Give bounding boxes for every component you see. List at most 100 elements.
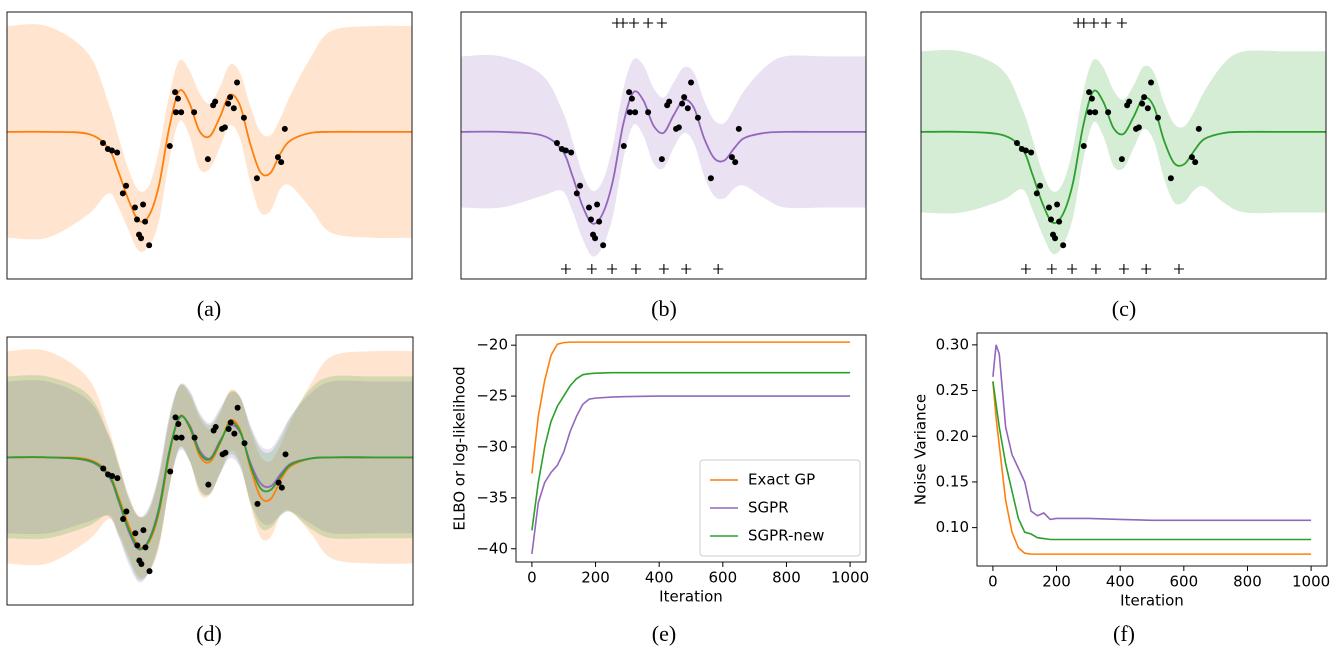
data-point (212, 424, 219, 431)
x-tick-label: 1000 (831, 569, 869, 587)
data-point (1118, 156, 1125, 163)
y-axis-label: Noise Variance (912, 394, 930, 505)
data-point (178, 434, 185, 441)
plot-frame (460, 11, 867, 280)
y-tick-label: −20 (476, 336, 508, 354)
confidence-band (461, 54, 866, 257)
panel-caption: (d) (196, 621, 222, 646)
series-line (531, 395, 851, 554)
data-point (1054, 201, 1061, 208)
y-tick-label: −25 (476, 387, 508, 405)
data-point (167, 468, 174, 475)
inducing-point (560, 264, 571, 274)
data-point (234, 79, 241, 86)
data-point (626, 89, 633, 96)
x-axis-label: Iteration (1120, 592, 1184, 610)
plot-frame (920, 11, 1327, 280)
data-point (1135, 124, 1142, 131)
data-point (222, 449, 229, 456)
data-point (1048, 216, 1055, 223)
confidence-band (921, 49, 1326, 255)
inducing-point (1090, 264, 1101, 274)
data-point (1105, 109, 1112, 116)
data-point (275, 479, 282, 486)
data-point (140, 201, 147, 208)
inducing-point (1078, 18, 1089, 28)
data-point (1022, 147, 1029, 154)
data-point (108, 147, 115, 154)
y-axis-label: ELBO or log-likelihood (451, 366, 469, 530)
inducing-point (656, 18, 667, 28)
data-point (658, 156, 665, 163)
data-point (1060, 242, 1067, 249)
x-tick-label: 200 (581, 569, 610, 587)
data-point (178, 109, 185, 116)
confidence-band (7, 380, 413, 583)
inducing-point (1067, 264, 1078, 274)
data-point (1167, 175, 1174, 182)
data-point (172, 109, 179, 116)
inducing-point (658, 264, 669, 274)
x-axis-label: Iteration (659, 588, 723, 606)
y-tick-label: −40 (476, 539, 508, 557)
data-point (1045, 204, 1052, 211)
x-tick-label: 200 (1042, 573, 1071, 591)
legend-box (699, 459, 861, 557)
data-point (681, 94, 688, 101)
mean-line (7, 414, 413, 550)
x-tick-label: 600 (708, 569, 737, 587)
inducing-point (628, 18, 639, 28)
data-point (585, 204, 592, 211)
inducing-point (1116, 18, 1127, 28)
data-point (120, 516, 127, 523)
inducing-point (1101, 18, 1112, 28)
data-point (172, 414, 179, 421)
x-tick-label: 400 (645, 569, 674, 587)
mean-line (921, 89, 1326, 224)
data-point (132, 530, 139, 537)
data-point (1195, 125, 1202, 132)
plot-frame (6, 11, 413, 280)
data-point (1154, 114, 1161, 121)
inducing-point (1173, 264, 1184, 274)
data-point (1092, 109, 1099, 116)
data-point (1088, 95, 1095, 102)
x-tick-label: 1000 (1292, 573, 1330, 591)
data-point (254, 500, 261, 507)
y-tick-label: −35 (476, 488, 508, 506)
y-tick-label: 0.20 (936, 427, 969, 445)
data-point (588, 216, 595, 223)
data-point (174, 95, 181, 102)
data-point (732, 159, 739, 166)
data-point (204, 156, 211, 163)
plot-area (7, 349, 413, 583)
data-point (645, 109, 652, 116)
data-point (142, 544, 149, 551)
plot-frame (976, 332, 1328, 567)
data-point (142, 218, 149, 225)
data-point (573, 190, 580, 197)
data-point (577, 182, 584, 189)
data-point (675, 124, 682, 131)
data-point (138, 235, 145, 242)
data-point (231, 430, 238, 437)
data-point (114, 475, 121, 482)
series-line (992, 381, 1312, 555)
panel-caption: (e) (652, 621, 676, 646)
data-point (253, 175, 260, 182)
data-point (620, 143, 627, 150)
data-point (679, 100, 686, 107)
y-tick-label: 0.15 (936, 472, 969, 490)
data-point (225, 100, 232, 107)
data-point (592, 235, 599, 242)
data-point (138, 561, 145, 568)
x-tick-label: 800 (772, 569, 801, 587)
inducing-point (1118, 264, 1129, 274)
confidence-band (7, 24, 412, 252)
data-point (140, 527, 147, 534)
inducing-point (1020, 264, 1031, 274)
data-point (728, 154, 735, 161)
data-point (227, 419, 234, 426)
data-point (205, 481, 212, 488)
data-point (230, 105, 237, 112)
